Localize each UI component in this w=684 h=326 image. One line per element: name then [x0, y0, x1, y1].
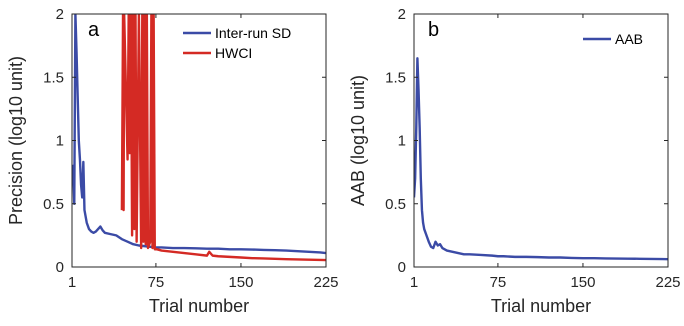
panel-b: 1 75 150 225 0 0.5 1 1.5 2 Trial number AAB (log10… — [348, 6, 681, 316]
x-tick-label: 1 — [410, 274, 418, 291]
y-tick-label: 2 — [56, 6, 64, 23]
x-axis-label: Trial number — [149, 296, 249, 316]
y-tick-label: 2 — [398, 6, 406, 23]
y-tick-label: 1.5 — [43, 69, 64, 86]
x-tick-label: 1 — [68, 274, 76, 291]
x-tick-label: 150 — [570, 274, 595, 291]
x-tick-label: 225 — [655, 274, 680, 291]
y-tick-label: 1 — [398, 133, 406, 150]
y-axis-label: AAB (log10 unit) — [348, 75, 368, 206]
y-axis-label: Precision (log10 unit) — [6, 56, 26, 225]
y-tick-label: 0 — [56, 259, 64, 276]
x-tick-label: 225 — [313, 274, 338, 291]
y-tick-label: 1 — [56, 133, 64, 150]
legend-entry-label: Inter-run SD — [215, 25, 291, 41]
panel-letter: b — [428, 19, 439, 41]
y-tick-label: 0.5 — [43, 196, 64, 213]
panel-letter: a — [88, 19, 100, 41]
y-tick-label: 1.5 — [385, 69, 406, 86]
panel-a: 1 75 150 225 0 0.5 1 1.5 2 Trial number Precision … — [6, 6, 339, 316]
series-line-inter-run-sd — [72, 14, 326, 255]
y-tick-label: 0.5 — [385, 196, 406, 213]
x-axis-label: Trial number — [491, 296, 591, 316]
plot-frame — [413, 13, 669, 268]
y-tick-label: 0 — [398, 259, 406, 276]
legend-entry-label: AAB — [615, 31, 643, 47]
series-line-aab — [414, 57, 668, 261]
x-tick-label: 75 — [148, 274, 165, 291]
legend-entry-label: HWCI — [215, 45, 252, 61]
x-tick-label: 150 — [228, 274, 253, 291]
x-tick-label: 75 — [490, 274, 507, 291]
series-line-hwci — [120, 14, 326, 262]
